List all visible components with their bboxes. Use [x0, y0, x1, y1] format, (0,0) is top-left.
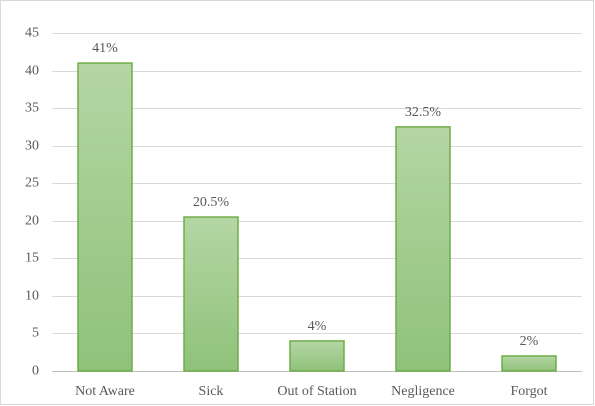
gridlines	[52, 33, 582, 334]
data-label: 2%	[520, 334, 539, 349]
y-tick-label: 20	[25, 214, 39, 229]
x-category-label: Forgot	[510, 384, 547, 399]
y-tick-label: 25	[25, 176, 39, 191]
x-category-label: Out of Station	[277, 384, 356, 399]
y-tick-label: 40	[25, 64, 39, 79]
bar-sick	[183, 216, 239, 372]
y-tick-label: 5	[32, 326, 39, 341]
bar-forgot	[501, 355, 557, 372]
y-tick-label: 45	[25, 26, 39, 41]
x-category-label: Not Aware	[75, 384, 135, 399]
data-label: 20.5%	[193, 195, 230, 210]
bars	[77, 62, 557, 372]
bar-not-aware	[77, 62, 133, 372]
y-tick-label: 10	[25, 289, 39, 304]
x-category-label: Negligence	[391, 384, 455, 399]
y-tick-label: 30	[25, 139, 39, 154]
bar-negligence	[395, 126, 451, 372]
data-label: 32.5%	[405, 105, 442, 120]
data-label: 4%	[308, 319, 327, 334]
y-tick-label: 0	[32, 364, 39, 379]
y-tick-label: 35	[25, 101, 39, 116]
labels: 0 5 10 15 20 25 30 35 40 45 41% Not Aware 20.5% Sick 4…	[25, 26, 548, 399]
x-category-label: Sick	[199, 384, 224, 399]
y-tick-label: 15	[25, 251, 39, 266]
bar-out-of-station	[289, 340, 345, 372]
data-label: 41%	[92, 41, 118, 56]
